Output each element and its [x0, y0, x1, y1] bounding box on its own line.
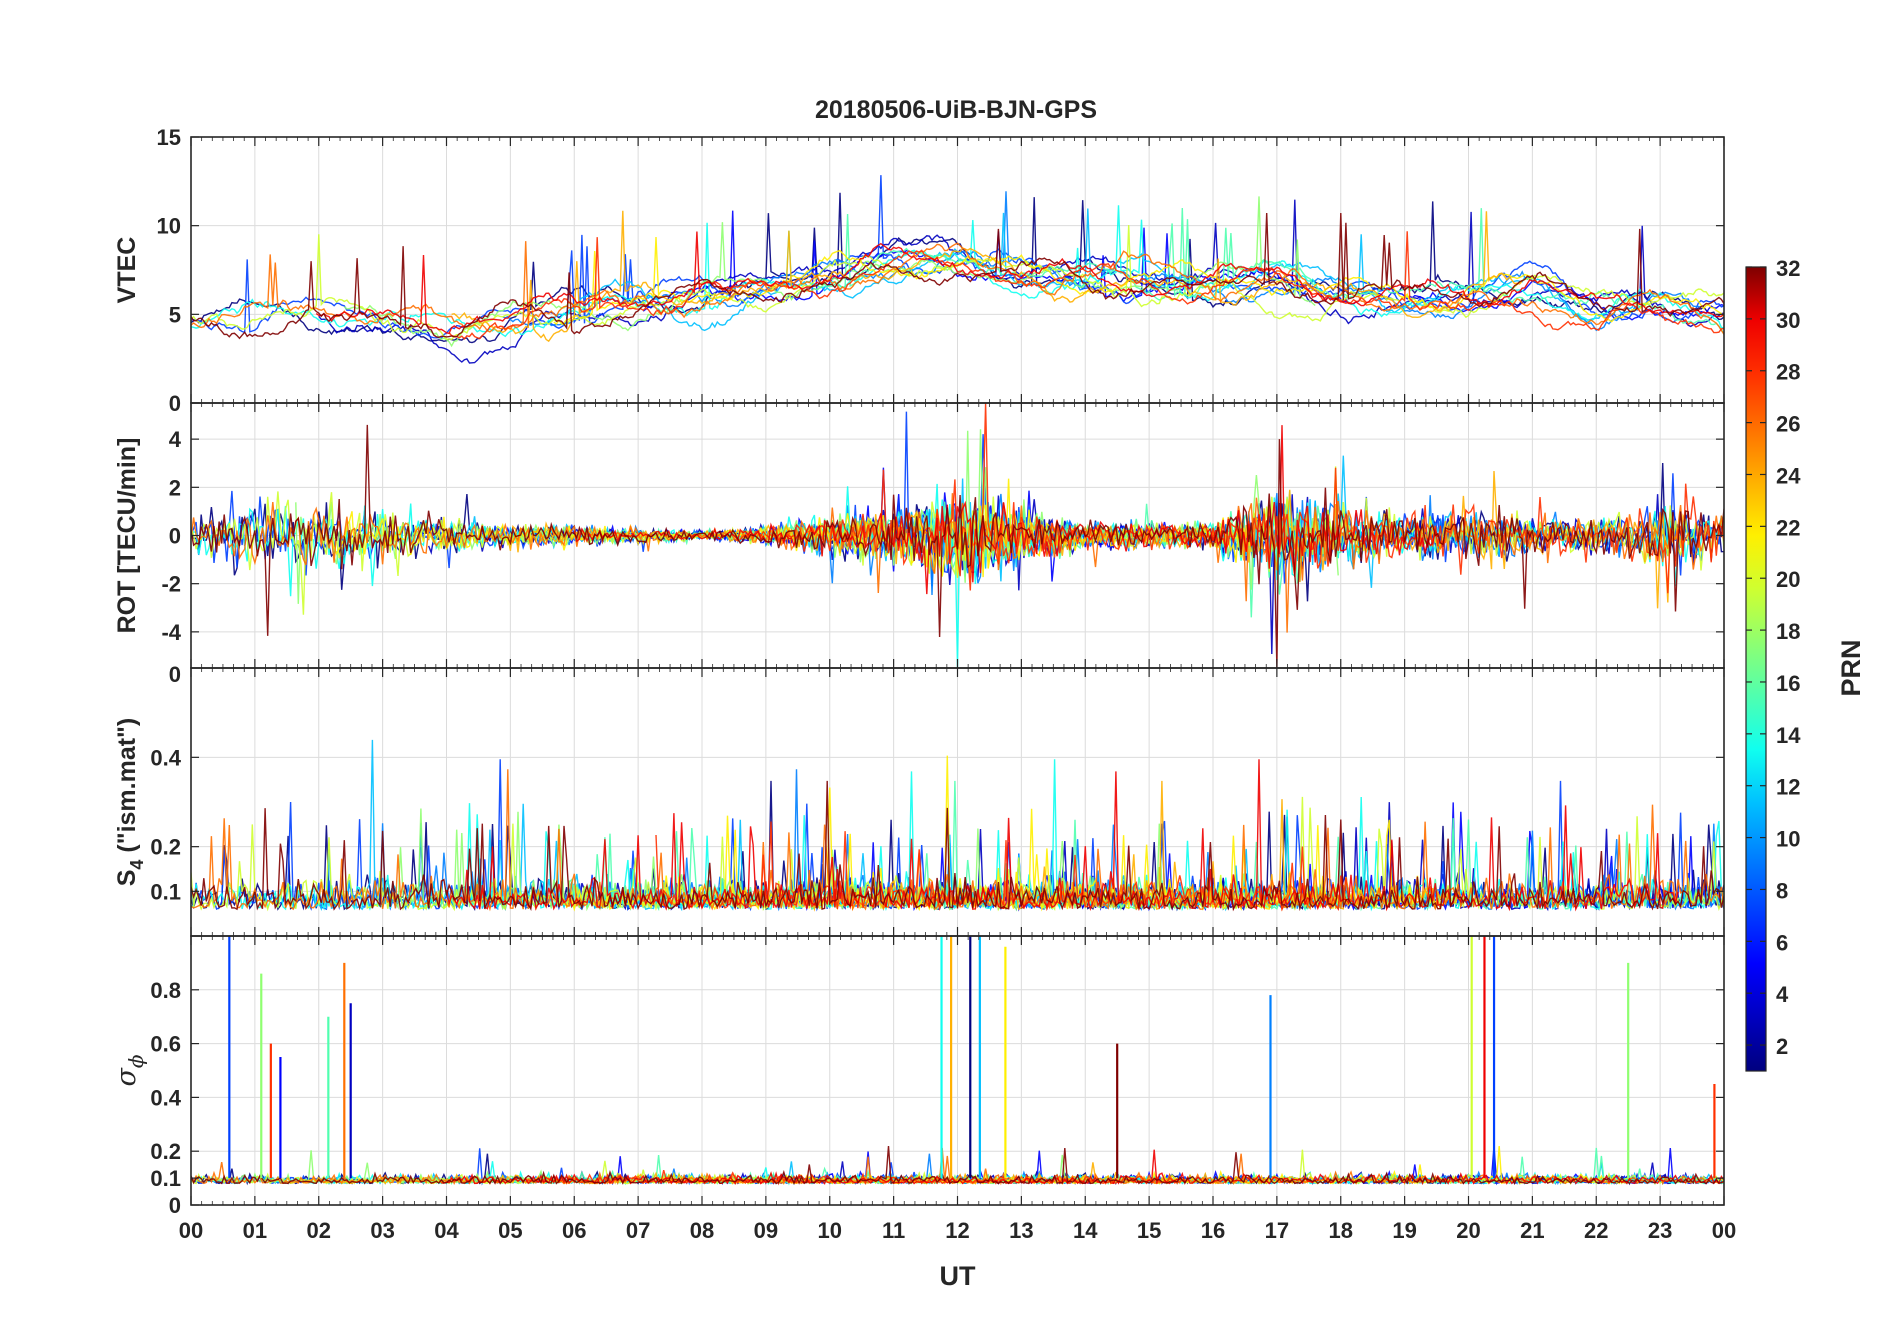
ytick-label: 0 [169, 1193, 181, 1218]
colorbar-tick-label: 12 [1776, 775, 1800, 800]
xtick-label: 03 [370, 1218, 394, 1243]
xtick-label: 06 [562, 1218, 586, 1243]
colorbar-tick-label: 24 [1776, 463, 1801, 488]
series-line [191, 212, 1724, 340]
axes [190, 136, 1725, 1206]
xtick-label: 23 [1648, 1218, 1672, 1243]
series-line [448, 231, 1724, 340]
ylabel-s4: S4 ("ism.mat") [113, 718, 147, 887]
ytick-label: 0.6 [150, 1032, 181, 1057]
ytick-label: -2 [161, 572, 181, 597]
xtick-label: 20 [1456, 1218, 1480, 1243]
series-line [191, 1147, 1724, 1186]
data-series [191, 175, 1724, 1186]
ytick-label: 0.1 [150, 1166, 181, 1191]
xtick-label: 08 [690, 1218, 714, 1243]
xtick-label: 14 [1073, 1218, 1098, 1243]
panel-s4-series [191, 739, 1724, 912]
series-line [427, 494, 1700, 655]
ylabel-vtec: VTEC [113, 237, 141, 304]
xtick-label: 17 [1265, 1218, 1289, 1243]
ytick-label: 0.8 [150, 978, 181, 1003]
xtick-label: 05 [498, 1218, 522, 1243]
xtick-label: 13 [1009, 1218, 1033, 1243]
colorbar-tick-label: 26 [1776, 412, 1800, 437]
xtick-label: 18 [1329, 1218, 1353, 1243]
colorbar-tick-label: 4 [1776, 982, 1789, 1007]
colorbar-tick-label: 10 [1776, 827, 1800, 852]
colorbar-tick-label: 22 [1776, 515, 1800, 540]
colorbar-tick-label: 14 [1776, 723, 1801, 748]
ytick-label: 0.4 [150, 1085, 181, 1110]
series-line [586, 501, 1352, 618]
ylabel-rot: ROT [TECU/min] [113, 438, 141, 634]
xtick-label: 07 [626, 1218, 650, 1243]
xtick-label: 19 [1392, 1218, 1416, 1243]
series-line [525, 1170, 1183, 1185]
ytick-label: 0 [169, 391, 181, 416]
xtick-label: 00 [1712, 1218, 1736, 1243]
colorbar-tick-label: 32 [1776, 256, 1800, 281]
ytick-label: 15 [157, 125, 181, 150]
chart-title: 20180506-UiB-BJN-GPS [815, 96, 1097, 124]
ytick-label: 0.1 [150, 879, 181, 904]
ytick-label: 5 [169, 302, 181, 327]
xtick-label: 10 [818, 1218, 842, 1243]
series-line [191, 424, 1724, 668]
xtick-label: 01 [243, 1218, 267, 1243]
panel-vtec-series [191, 175, 1724, 364]
colorbar-tick-label: 8 [1776, 878, 1788, 903]
colorbar-label: PRN [1836, 639, 1866, 696]
panel-rot-series [191, 403, 1724, 668]
xtick-label: 21 [1520, 1218, 1544, 1243]
ytick-label: 4 [169, 427, 182, 452]
series-line [315, 231, 1724, 335]
xtick-label: 16 [1201, 1218, 1225, 1243]
series-line [445, 759, 1679, 912]
colorbar-tick-label: 6 [1776, 930, 1788, 955]
ytick-label: 10 [157, 214, 181, 239]
xtick-label: 15 [1137, 1218, 1161, 1243]
series-line [191, 780, 1724, 912]
xtick-label: 22 [1584, 1218, 1608, 1243]
colorbar-tick-label: 16 [1776, 671, 1800, 696]
series-line [191, 241, 1724, 335]
ytick-label: 0.4 [150, 745, 181, 770]
colorbar-tick-label: 20 [1776, 567, 1800, 592]
xtick-label: 11 [882, 1218, 905, 1243]
series-line [295, 429, 1339, 604]
xtick-label: 00 [179, 1218, 203, 1243]
colorbar-gradient [1745, 266, 1767, 1072]
ytick-label: 0 [169, 524, 181, 549]
series-line [553, 236, 1724, 326]
xtick-label: 12 [945, 1218, 969, 1243]
colorbar-tick-label: 28 [1776, 360, 1800, 385]
colorbar-tick-label: 18 [1776, 619, 1800, 644]
xtick-label: 02 [307, 1218, 331, 1243]
ytick-label: 0 [169, 662, 181, 687]
xtick-label: 04 [434, 1218, 459, 1243]
ylabel-sigma-phi: σϕ [111, 1054, 148, 1086]
ytick-label: -4 [161, 620, 181, 645]
series-line [191, 1145, 1724, 1186]
series-line [739, 403, 1724, 594]
ytick-label: 2 [169, 475, 181, 500]
ytick-label: 0.2 [150, 835, 181, 860]
panel-sigma_phi-series [191, 936, 1724, 1186]
xtick-label: 09 [754, 1218, 778, 1243]
colorbar-tick-label: 30 [1776, 308, 1800, 333]
ytick-label: 0.2 [150, 1139, 181, 1164]
colorbar-tick-label: 2 [1776, 1034, 1788, 1059]
xlabel: UT [940, 1261, 976, 1291]
